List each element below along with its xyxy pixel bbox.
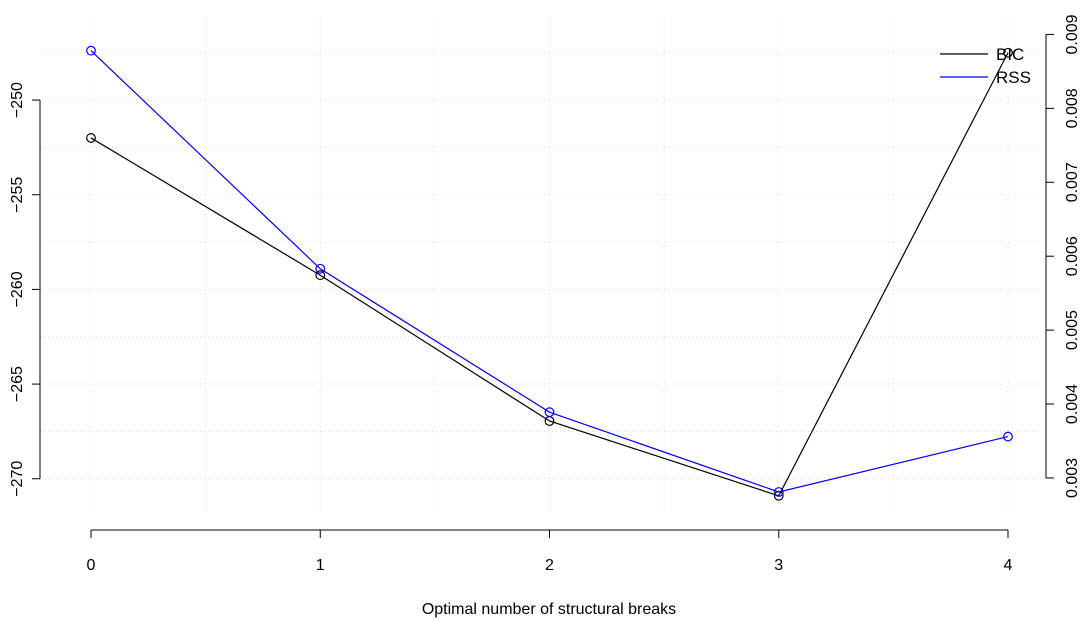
- right-axis-tick-label: 0.007: [1064, 162, 1081, 202]
- legend-label-rss: RSS: [996, 68, 1031, 87]
- left-axis-tick-label: −260: [9, 271, 26, 307]
- plot-area: [86, 45, 1013, 501]
- x-axis-tick-label: 4: [1004, 557, 1013, 574]
- data-point-rss: [86, 45, 96, 56]
- grid: [40, 18, 1040, 512]
- left-axis-tick-label: −255: [9, 177, 26, 213]
- legend: BIC RSS: [940, 45, 1031, 87]
- series-line-rss: [90, 50, 1009, 493]
- x-axis-tick-label: 0: [87, 557, 96, 574]
- right-axis-tick-label: 0.008: [1064, 88, 1081, 128]
- x-axis-label: Optimal number of structural breaks: [422, 601, 676, 618]
- left-axis-tick-label: −265: [9, 366, 26, 402]
- x-axis-tick-label: 2: [545, 557, 554, 574]
- legend-label-bic: BIC: [996, 45, 1024, 64]
- data-point-rss: [1003, 431, 1013, 442]
- left-axis-tick-label: −270: [9, 461, 26, 497]
- right-axis-tick-label: 0.005: [1064, 310, 1081, 350]
- data-point-bic: [86, 133, 96, 143]
- left-axis-tick-label: −250: [9, 82, 26, 118]
- data-point-rss: [315, 263, 326, 274]
- data-point-bic: [315, 270, 326, 281]
- axes: −250 −255 −260 −265 −270 0.003 0.004 0.005 0.006…: [9, 14, 1081, 574]
- right-axis-tick-label: 0.004: [1064, 384, 1081, 424]
- x-axis-tick-label: 3: [774, 557, 783, 574]
- x-axis-tick-label: 1: [316, 557, 325, 574]
- right-axis-tick-label: 0.006: [1064, 236, 1081, 276]
- right-axis-tick-label: 0.003: [1064, 458, 1081, 498]
- data-point-rss: [544, 407, 555, 418]
- data-point-bic: [1003, 47, 1013, 58]
- right-axis-tick-label: 0.009: [1064, 14, 1081, 54]
- series-line-bic: [90, 52, 1009, 497]
- data-point-rss: [773, 487, 784, 497]
